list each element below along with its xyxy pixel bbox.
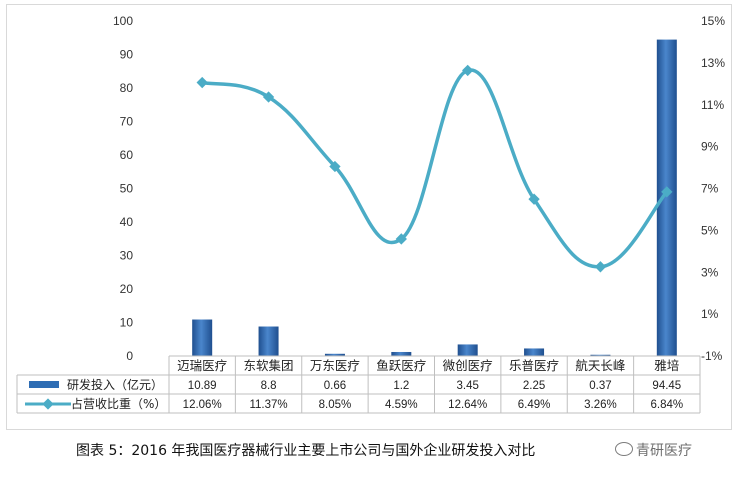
table-cell-revenue-share: 6.84% bbox=[651, 399, 684, 411]
right-axis-tick: 3% bbox=[701, 265, 719, 279]
legend-label-revenue-share: 占营收比重（%） bbox=[71, 396, 166, 411]
line-point-marker bbox=[329, 160, 341, 173]
legend-label-rd-investment: 研发投入（亿元） bbox=[67, 377, 163, 392]
table-cell-revenue-share: 8.05% bbox=[319, 399, 352, 411]
category-label: 雅培 bbox=[654, 358, 679, 373]
line-point-marker bbox=[196, 76, 208, 89]
table-cell-rd-investment: 1.2 bbox=[393, 380, 409, 392]
table-cell-revenue-share: 3.26% bbox=[584, 399, 617, 411]
left-axis-tick: 100 bbox=[113, 14, 133, 28]
category-label: 鱼跃医疗 bbox=[376, 358, 426, 373]
wechat-logo-icon bbox=[615, 442, 633, 456]
left-axis-tick: 60 bbox=[120, 148, 134, 162]
category-label: 迈瑞医疗 bbox=[177, 358, 227, 373]
combo-chart: 0 10 20 30 40 50 60 70 80 90 100 -1% 1% 3% 5% 7% 9% 11% 13… bbox=[16, 14, 725, 414]
left-axis-tick: 80 bbox=[120, 81, 134, 95]
right-axis-tick: 7% bbox=[701, 182, 719, 196]
table-cell-revenue-share: 11.37% bbox=[249, 399, 287, 411]
left-axis-tick: 90 bbox=[120, 48, 134, 62]
right-axis-tick: 9% bbox=[701, 140, 719, 154]
line-point-marker bbox=[594, 261, 607, 273]
line-revenue-share bbox=[201, 68, 669, 269]
right-axis-tick: 15% bbox=[701, 14, 725, 28]
figure-caption: 图表 5：2016 年我国医疗器械行业主要上市公司与国外企业研发投入对比 bbox=[76, 443, 536, 459]
left-axis-tick: 70 bbox=[120, 115, 134, 129]
table-cell-rd-investment: 10.89 bbox=[188, 380, 217, 392]
table-cell-rd-investment: 0.37 bbox=[589, 380, 611, 392]
bar-rd-investment bbox=[524, 348, 545, 356]
line-point-marker bbox=[395, 233, 407, 245]
table-cell-rd-investment: 2.25 bbox=[523, 380, 545, 392]
right-axis-tick: 13% bbox=[701, 56, 725, 70]
bar-rd-investment bbox=[324, 353, 345, 356]
table-cell-rd-investment: 8.8 bbox=[261, 380, 277, 392]
right-axis-tick: -1% bbox=[701, 349, 723, 363]
left-axis-tick: 40 bbox=[120, 215, 134, 229]
line-point-marker bbox=[661, 186, 673, 198]
bar-rd-investment bbox=[457, 344, 478, 356]
bar-rd-investment bbox=[192, 319, 213, 356]
bar-rd-investment bbox=[391, 351, 412, 356]
category-label: 航天长峰 bbox=[575, 358, 626, 373]
left-axis-tick: 30 bbox=[120, 249, 134, 263]
watermark-text: 青研医疗 bbox=[636, 443, 692, 459]
category-label: 微创医疗 bbox=[443, 358, 493, 373]
category-label: 乐普医疗 bbox=[509, 358, 559, 373]
right-axis-tick: 5% bbox=[701, 223, 719, 237]
bar-rd-investment bbox=[656, 39, 677, 356]
bar-rd-investment bbox=[258, 326, 279, 356]
category-label: 万东医疗 bbox=[310, 358, 360, 373]
bar-rd-investment bbox=[590, 354, 611, 356]
left-axis-tick: 20 bbox=[120, 282, 134, 296]
legend-bar-swatch bbox=[29, 381, 59, 388]
line-point-marker bbox=[528, 193, 540, 205]
right-axis-tick: 11% bbox=[701, 98, 724, 112]
left-axis-tick: 10 bbox=[120, 316, 134, 330]
table-cell-revenue-share: 4.59% bbox=[385, 399, 418, 411]
table-cell-revenue-share: 12.06% bbox=[183, 399, 222, 411]
table-cell-revenue-share: 6.49% bbox=[518, 399, 551, 411]
chart-frame: 0 10 20 30 40 50 60 70 80 90 100 -1% 1% 3% 5% 7% 9% 11% 13… bbox=[6, 4, 732, 430]
table-cell-rd-investment: 3.45 bbox=[456, 380, 478, 392]
right-axis-tick: 1% bbox=[701, 307, 719, 321]
legend-line-marker bbox=[42, 398, 54, 410]
category-label: 东软集团 bbox=[244, 358, 294, 373]
table-cell-rd-investment: 94.45 bbox=[652, 380, 681, 392]
left-axis-tick: 0 bbox=[126, 349, 133, 363]
left-axis-tick: 50 bbox=[120, 182, 134, 196]
table-cell-revenue-share: 12.64% bbox=[448, 399, 487, 411]
table-cell-rd-investment: 0.66 bbox=[324, 380, 346, 392]
watermark: 青研医疗 bbox=[615, 440, 692, 460]
